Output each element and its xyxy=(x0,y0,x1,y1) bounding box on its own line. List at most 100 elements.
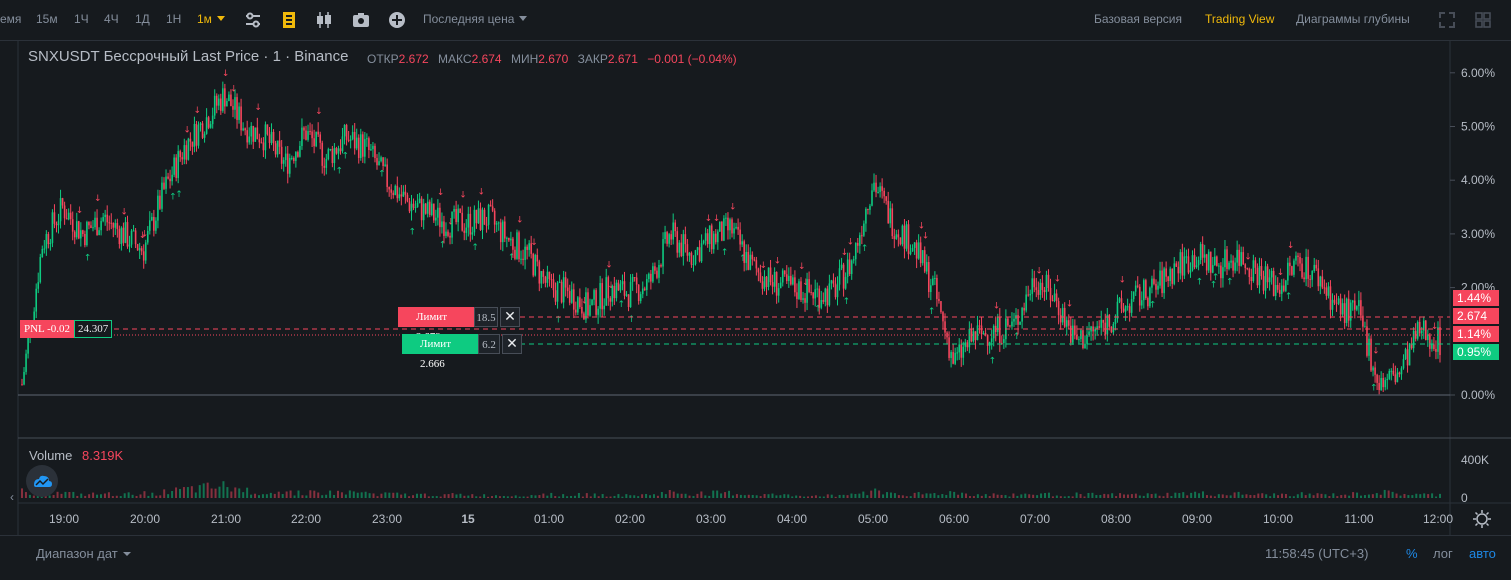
add-icon[interactable] xyxy=(387,10,407,30)
volume-bar xyxy=(1304,495,1307,498)
candle-body xyxy=(136,244,139,251)
interval-1w[interactable]: 1Н xyxy=(166,12,182,26)
candle-body xyxy=(1124,306,1127,312)
candle-body xyxy=(1358,300,1360,307)
candle-body xyxy=(682,234,685,257)
volume-bar xyxy=(412,495,415,498)
candle-body xyxy=(1189,270,1192,273)
change-value: −0.001 (−0.04%) xyxy=(647,52,737,66)
candle-body xyxy=(481,209,484,230)
candle-body xyxy=(1400,368,1403,375)
volume-bar xyxy=(451,493,454,498)
order-label[interactable]: Лимит 2.679 xyxy=(398,307,474,343)
volume-bar xyxy=(822,496,825,498)
layout-grid-icon[interactable] xyxy=(1473,10,1493,30)
interval-1m-dropdown[interactable]: 1м xyxy=(197,12,225,26)
volume-bar xyxy=(1296,494,1299,498)
date-range-dropdown[interactable]: Диапазон дат xyxy=(36,546,131,561)
volume-bar xyxy=(720,493,723,498)
candle-body xyxy=(585,292,587,320)
candle-body xyxy=(288,157,291,174)
volume-bar xyxy=(585,493,588,498)
buy-marker-icon: ↑ xyxy=(989,357,997,367)
sell-marker-icon: ↓ xyxy=(120,208,128,218)
low-value: 2.670 xyxy=(538,52,569,66)
close-icon[interactable]: ✕ xyxy=(500,307,520,327)
candle-body xyxy=(812,292,814,299)
candle-body xyxy=(138,248,141,251)
candle-body xyxy=(207,117,210,128)
interval-4h[interactable]: 4Ч xyxy=(104,12,119,26)
volume-bar xyxy=(60,493,63,498)
view-depth[interactable]: Диаграммы глубины xyxy=(1296,12,1410,26)
order-qty[interactable]: 18.5 xyxy=(474,307,498,327)
candles-icon[interactable] xyxy=(314,10,334,30)
candle-body xyxy=(826,288,829,306)
candle-body xyxy=(78,221,80,239)
price-chart[interactable]: ↓↑↓↓↓↓↑↑↓↓↓↓↓ ↓↑↑↑↑↓↑↓↓↑↓↑↓↓↑↓↓↓↑↑↓ ↓↑↓↑↓ ↓… xyxy=(0,0,1511,535)
time-label: 10:00 xyxy=(1262,512,1294,526)
candle-body xyxy=(153,216,155,231)
scroll-left-icon[interactable]: ‹ xyxy=(10,490,14,504)
fullscreen-icon[interactable] xyxy=(1437,10,1457,30)
view-basic[interactable]: Базовая версия xyxy=(1094,12,1182,26)
candle-body xyxy=(643,288,646,290)
candle-body xyxy=(684,234,687,245)
candle-body xyxy=(274,143,277,155)
close-icon[interactable]: ✕ xyxy=(502,334,522,354)
time-label: 05:00 xyxy=(857,512,889,526)
indicators-icon[interactable] xyxy=(279,10,299,30)
view-tradingview[interactable]: Trading View xyxy=(1205,12,1275,26)
candle-body xyxy=(1345,298,1348,323)
candle-body xyxy=(57,221,60,226)
volume-bar xyxy=(747,494,750,498)
candle-body xyxy=(104,214,106,218)
candle-body xyxy=(834,283,837,298)
candle-body xyxy=(321,142,324,166)
settings-sliders-icon[interactable] xyxy=(243,10,263,30)
log-toggle[interactable]: лог xyxy=(1433,546,1453,561)
auto-toggle[interactable]: авто xyxy=(1469,546,1496,561)
price-type-dropdown[interactable]: Последняя цена xyxy=(423,12,528,26)
percent-toggle[interactable]: % xyxy=(1406,546,1418,561)
settings-gear-icon[interactable] xyxy=(1472,509,1492,529)
candle-body xyxy=(629,281,632,308)
volume-bar xyxy=(988,496,991,498)
candle-body xyxy=(183,145,186,160)
candle-body xyxy=(108,222,111,224)
candle-body xyxy=(1287,262,1289,281)
volume-bar xyxy=(1225,495,1228,498)
volume-bar xyxy=(716,490,719,498)
volume-bar xyxy=(190,486,193,498)
candle-body xyxy=(252,125,255,142)
time-label[interactable]: емя xyxy=(0,12,22,26)
candle-body xyxy=(627,294,630,308)
candle-body xyxy=(719,221,721,232)
candle-body xyxy=(1122,308,1125,312)
volume-bar xyxy=(577,493,580,498)
candle-body xyxy=(777,288,780,296)
camera-icon[interactable] xyxy=(351,10,371,30)
candle-body xyxy=(278,140,281,147)
volume-bar xyxy=(1415,493,1418,498)
interval-1h[interactable]: 1Ч xyxy=(74,12,89,26)
interval-1d[interactable]: 1Д xyxy=(135,12,150,26)
clock[interactable]: 11:58:45 (UTC+3) xyxy=(1265,546,1369,561)
order-label[interactable]: Лимит 2.666 xyxy=(402,334,478,370)
volume-bar xyxy=(1047,492,1050,498)
candle-body xyxy=(319,134,322,143)
candle-body xyxy=(1317,268,1320,287)
candle-body xyxy=(952,352,954,364)
volume-bar xyxy=(222,481,225,498)
volume-bar xyxy=(538,495,541,498)
candle-body xyxy=(583,313,585,320)
position-pnl[interactable]: PNL -0.02 24.307 xyxy=(20,320,113,338)
volume-bar xyxy=(443,494,446,498)
order-qty[interactable]: 6.2 xyxy=(478,334,500,354)
tradingview-logo[interactable] xyxy=(26,465,58,497)
volume-bar xyxy=(487,496,490,498)
candle-body xyxy=(1230,260,1232,263)
interval-15m[interactable]: 15м xyxy=(36,12,58,26)
volume-bar xyxy=(242,492,245,498)
candle-body xyxy=(946,332,948,338)
